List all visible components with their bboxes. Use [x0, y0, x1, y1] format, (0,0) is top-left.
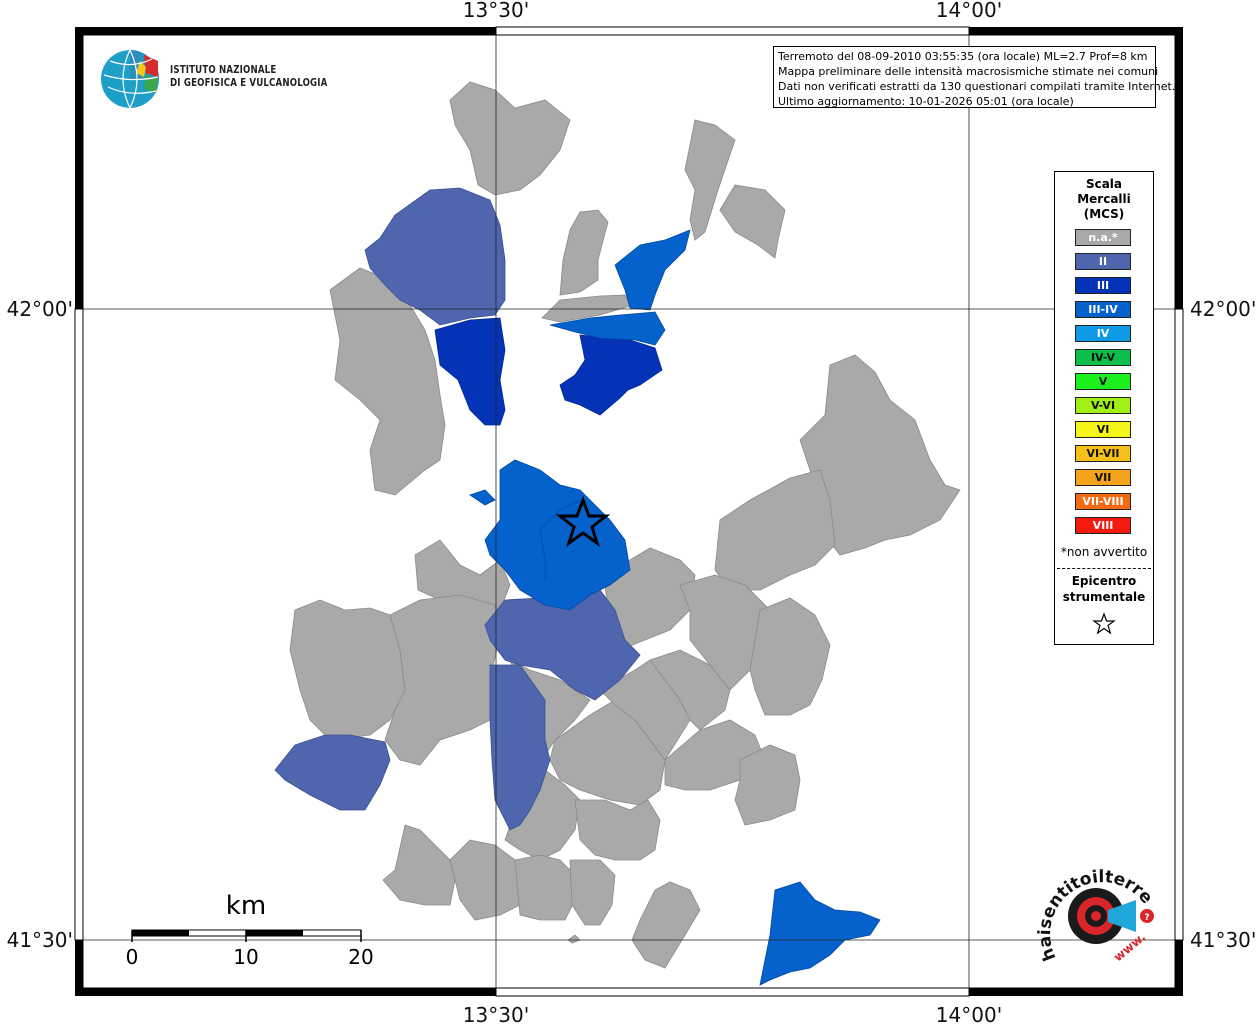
ingv-globe-icon — [101, 49, 159, 109]
scale-tick-0: 0 — [126, 945, 139, 969]
legend-separator — [1057, 568, 1151, 569]
frame-bottom — [75, 988, 496, 996]
event-info-box: Terremoto del 08-09-2010 03:55:35 (ora l… — [773, 46, 1176, 108]
frame-left — [75, 27, 83, 309]
frame-right — [1175, 27, 1183, 309]
legend-item: IV-V — [1075, 349, 1131, 366]
legend-item: n.a.* — [1075, 229, 1131, 246]
scale-tick-10: 10 — [233, 945, 258, 969]
legend-epicenter-line2: strumentale — [1062, 590, 1146, 604]
ingv-name: ISTITUTO NAZIONALE DI GEOFISICA E VULCAN… — [170, 64, 327, 90]
legend-item: III-IV — [1075, 301, 1131, 318]
legend-title-line1: Scala — [1085, 177, 1123, 191]
epicenter-star — [555, 495, 611, 547]
legend-epicenter-label: Epicentro strumentale — [1055, 573, 1153, 605]
label-left-4130: 41°30' — [7, 928, 73, 952]
municipalities-intensity-ii — [274, 187, 641, 831]
legend-epicenter-line1: Epicentro — [1071, 574, 1137, 588]
haisentito-logo: haisentitoilterremoto.it ? www. — [1036, 840, 1157, 964]
ingv-logo — [100, 47, 340, 111]
event-info-line4: Ultimo aggiornamento: 10-01-2026 05:01 (… — [778, 95, 1074, 108]
municipalities-not-felt — [289, 81, 961, 969]
municipalities-intensity-iii-iv — [469, 229, 881, 986]
legend-title-line3: (MCS) — [1083, 207, 1125, 221]
legend-item: VII-VIII — [1075, 493, 1131, 510]
event-info-line3: Dati non verificati estratti da 130 ques… — [778, 80, 1176, 93]
legend-item: VIII — [1075, 517, 1131, 534]
scale-tick-20: 20 — [348, 945, 373, 969]
label-top-1330: 13°30' — [463, 0, 529, 22]
legend-title-line2: Mercalli — [1077, 192, 1131, 206]
label-right-4130: 41°30' — [1190, 928, 1256, 952]
legend-title: Scala Mercalli (MCS) — [1055, 177, 1153, 222]
svg-text:?: ? — [1144, 913, 1149, 923]
legend-item: VII — [1075, 469, 1131, 486]
event-info-line2: Mappa preliminare delle intensità macros… — [778, 65, 1159, 78]
event-info-line1: Terremoto del 08-09-2010 03:55:35 (ora l… — [778, 50, 1148, 63]
legend-item: IV — [1075, 325, 1131, 342]
mcs-legend: Scala Mercalli (MCS) n.a.* II III III-IV IV I… — [1054, 171, 1154, 645]
label-right-4200: 42°00' — [1190, 297, 1256, 321]
legend-item: V-VI — [1075, 397, 1131, 414]
legend-note: *non avvertito — [1060, 545, 1148, 559]
frame-top-left — [75, 27, 496, 35]
legend-item: III — [1075, 277, 1131, 294]
label-bottom-1330: 13°30' — [463, 1003, 529, 1024]
label-left-4200: 42°00' — [7, 297, 73, 321]
label-top-1400: 14°00' — [936, 0, 1002, 22]
legend-star-icon — [1092, 612, 1116, 635]
municipalities-intensity-iii — [434, 317, 663, 426]
scale-bar: km 0 10 20 — [126, 891, 374, 969]
scale-unit: km — [226, 891, 266, 921]
ingv-name-line2: DI GEOFISICA E VULCANOLOGIA — [170, 77, 328, 89]
label-bottom-1400: 14°00' — [936, 1003, 1002, 1024]
legend-item: VI — [1075, 421, 1131, 438]
ingv-name-line1: ISTITUTO NAZIONALE — [170, 64, 277, 76]
legend-item: VI-VII — [1075, 445, 1131, 462]
legend-item: II — [1075, 253, 1131, 270]
legend-item: V — [1075, 373, 1131, 390]
